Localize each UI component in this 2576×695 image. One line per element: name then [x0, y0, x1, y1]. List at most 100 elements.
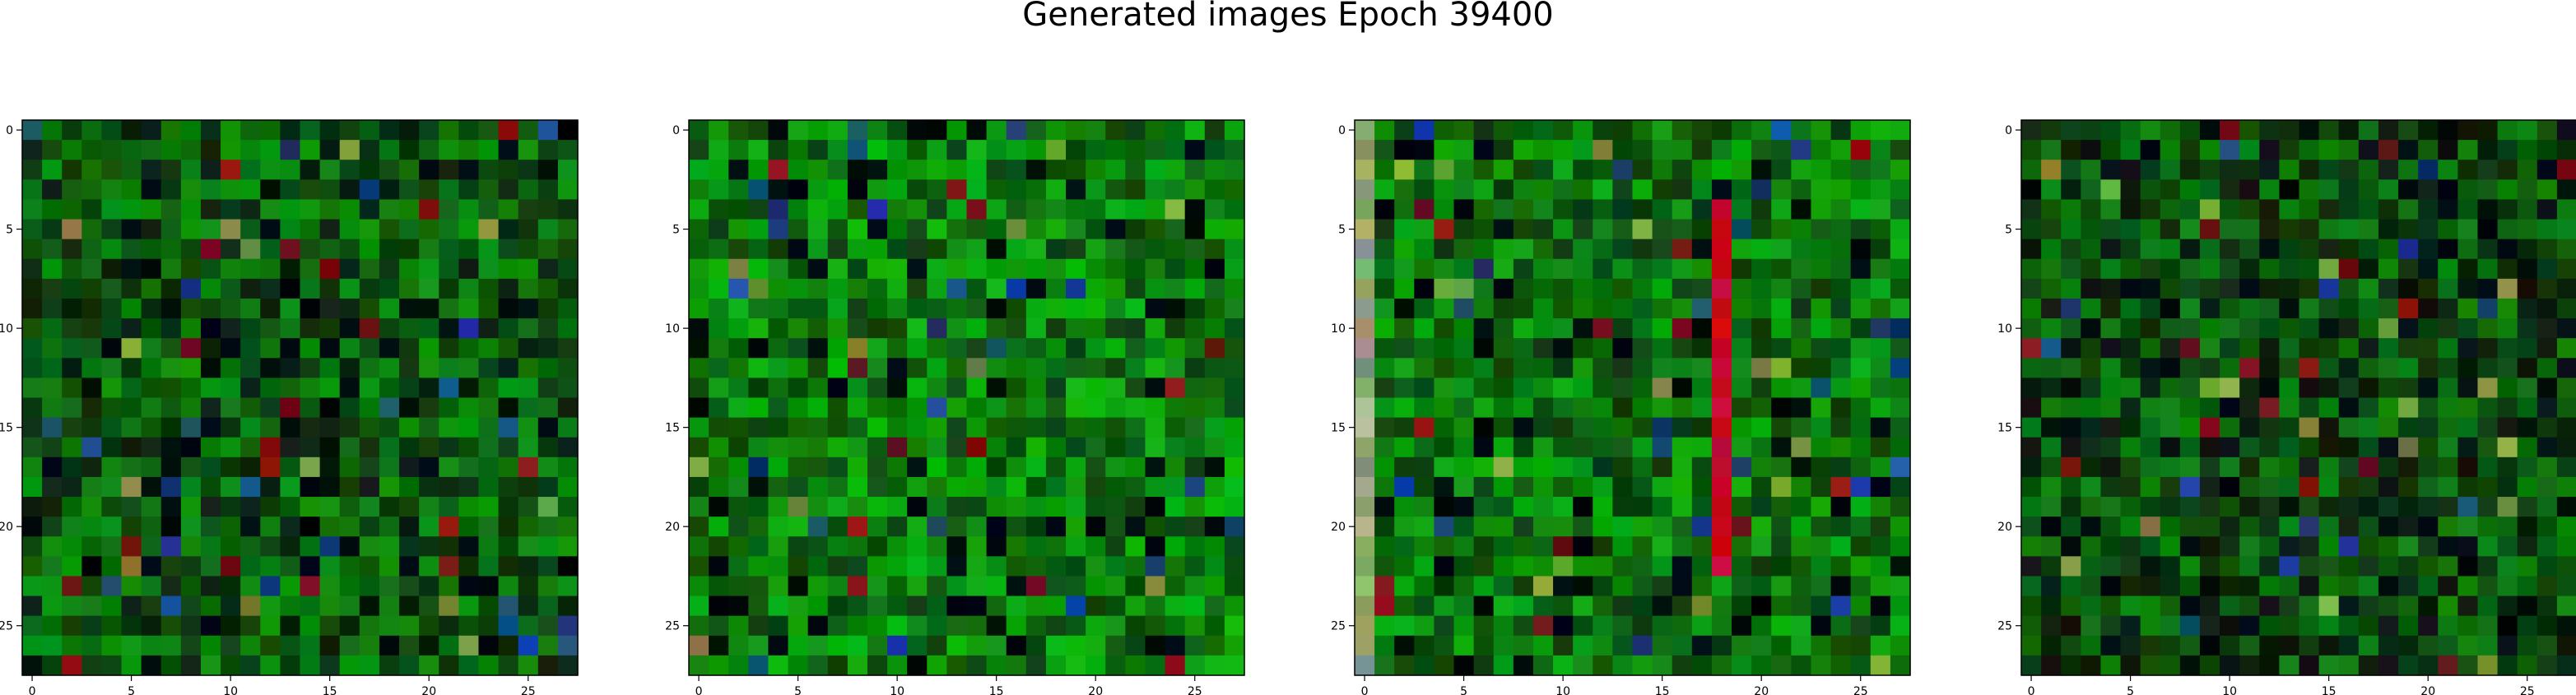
pixel: [1006, 536, 1027, 557]
pixel: [1532, 219, 1554, 240]
pixel: [847, 437, 868, 458]
pixel: [2179, 615, 2201, 637]
pixel: [557, 179, 579, 201]
pixel: [439, 595, 459, 617]
pixel: [81, 258, 103, 280]
pixel: [1224, 199, 1245, 220]
pixel: [807, 160, 829, 180]
pixel: [2220, 140, 2240, 160]
pixel: [1125, 120, 1146, 141]
pixel: [1672, 298, 1693, 319]
pixel: [946, 199, 968, 220]
pixel: [2279, 239, 2300, 260]
pixel: [498, 615, 519, 637]
pixel: [807, 397, 829, 419]
pixel: [1691, 239, 1713, 260]
pixel: [2318, 358, 2340, 378]
pixel: [419, 358, 439, 378]
pixel: [1711, 298, 1732, 319]
pixel: [2556, 258, 2576, 280]
pixel: [2418, 298, 2439, 319]
pixel: [709, 635, 729, 656]
pixel: [1513, 278, 1534, 299]
pixel: [180, 517, 202, 537]
pixel: [62, 576, 82, 597]
pixel: [141, 278, 162, 299]
pixel: [867, 140, 888, 160]
pixel: [2100, 258, 2122, 280]
pixel: [2100, 655, 2122, 676]
pixel: [689, 120, 709, 141]
pixel: [1125, 179, 1146, 201]
pixel: [141, 635, 162, 656]
pixel: [2199, 635, 2220, 656]
pixel: [42, 219, 63, 240]
pixel: [1453, 595, 1475, 617]
pixel: [1652, 437, 1673, 458]
pixel: [2179, 536, 2201, 557]
pixel: [221, 437, 241, 458]
pixel: [2497, 179, 2518, 201]
pixel: [1184, 397, 1206, 419]
pixel: [1573, 517, 1593, 537]
pixel: [2021, 258, 2042, 280]
pixel: [458, 635, 480, 656]
pixel: [2477, 556, 2499, 577]
pixel: [1434, 120, 1455, 141]
pixel: [1473, 576, 1495, 597]
pixel: [1513, 338, 1534, 359]
pixel: [827, 298, 849, 319]
pixel: [42, 536, 63, 557]
pixel: [1453, 635, 1475, 656]
pixel: [927, 338, 947, 359]
pixel: [1224, 239, 1245, 260]
pixel: [1513, 219, 1534, 240]
pixel: [1553, 120, 1574, 141]
pixel: [2556, 179, 2576, 201]
pixel: [2081, 476, 2102, 498]
pixel: [2061, 556, 2081, 577]
pixel: [221, 536, 241, 557]
pixel: [280, 536, 301, 557]
pixel: [2021, 338, 2042, 359]
pixel: [2398, 497, 2419, 517]
pixel: [1870, 338, 1891, 359]
pixel: [1791, 278, 1812, 299]
pixel: [1711, 358, 1732, 378]
pixel: [1593, 456, 1613, 478]
pixel: [2378, 179, 2399, 201]
pixel: [1086, 298, 1106, 319]
pixel: [399, 655, 420, 676]
pixel: [1025, 378, 1047, 399]
pixel: [300, 517, 321, 537]
pixel: [439, 456, 459, 478]
pixel: [2140, 298, 2161, 319]
pixel: [966, 417, 988, 438]
pixel: [1165, 635, 1186, 656]
pixel: [2378, 517, 2399, 537]
pixel: [1632, 635, 1653, 656]
pixel: [1165, 655, 1186, 676]
pixel: [1184, 298, 1206, 319]
pixel: [2179, 655, 2201, 676]
pixel: [1224, 595, 1245, 617]
pixel: [1553, 278, 1574, 299]
pixel: [200, 179, 221, 201]
pixel: [2517, 655, 2538, 676]
pixel: [1493, 179, 1514, 201]
pixel: [537, 258, 559, 280]
pixel: [1791, 576, 1812, 597]
pixel: [121, 378, 142, 399]
pixel: [1593, 219, 1613, 240]
pixel: [2358, 378, 2379, 399]
pixel: [2457, 278, 2479, 299]
pixel: [141, 556, 162, 577]
pixel: [557, 298, 579, 319]
pixel: [379, 476, 400, 498]
pixel: [1374, 536, 1395, 557]
pixel: [141, 615, 162, 637]
pixel: [81, 476, 103, 498]
pixel: [2061, 576, 2081, 597]
pixel: [498, 536, 519, 557]
pixel: [221, 338, 241, 359]
